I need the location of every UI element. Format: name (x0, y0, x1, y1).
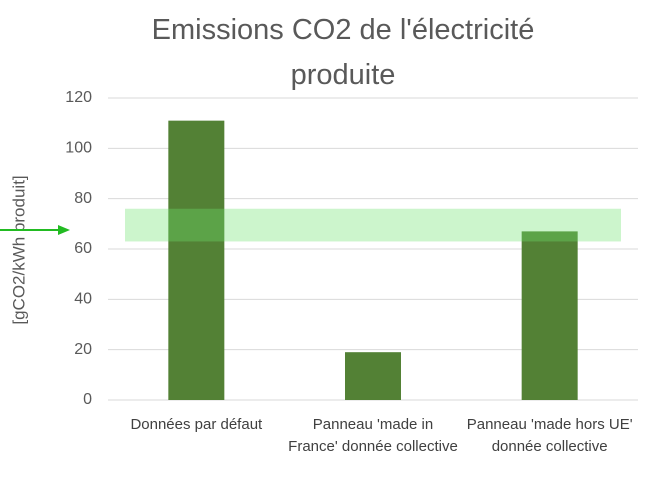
target-band (125, 208, 621, 242)
y-tick-label: 0 (83, 391, 92, 408)
arrow-head (58, 225, 70, 235)
x-tick-label: Données par défaut (130, 416, 263, 433)
y-tick-label: 120 (65, 89, 92, 106)
y-axis-label: [gCO2/kWh produit] (9, 175, 28, 324)
chart-title: Emissions CO2 de l'électricité produite (151, 14, 535, 91)
bar (345, 352, 401, 400)
y-tick-label: 40 (74, 291, 92, 308)
bar (521, 231, 578, 400)
bar (168, 120, 225, 401)
x-tick-label: Panneau 'made hors UE' donnée collective (466, 416, 633, 455)
y-tick-label: 20 (74, 341, 92, 358)
y-tick-label: 60 (74, 240, 92, 257)
x-tick-label: Panneau 'made in France' donnée collecti… (288, 416, 458, 455)
y-tick-label: 100 (65, 140, 92, 157)
y-tick-label: 80 (74, 190, 92, 207)
